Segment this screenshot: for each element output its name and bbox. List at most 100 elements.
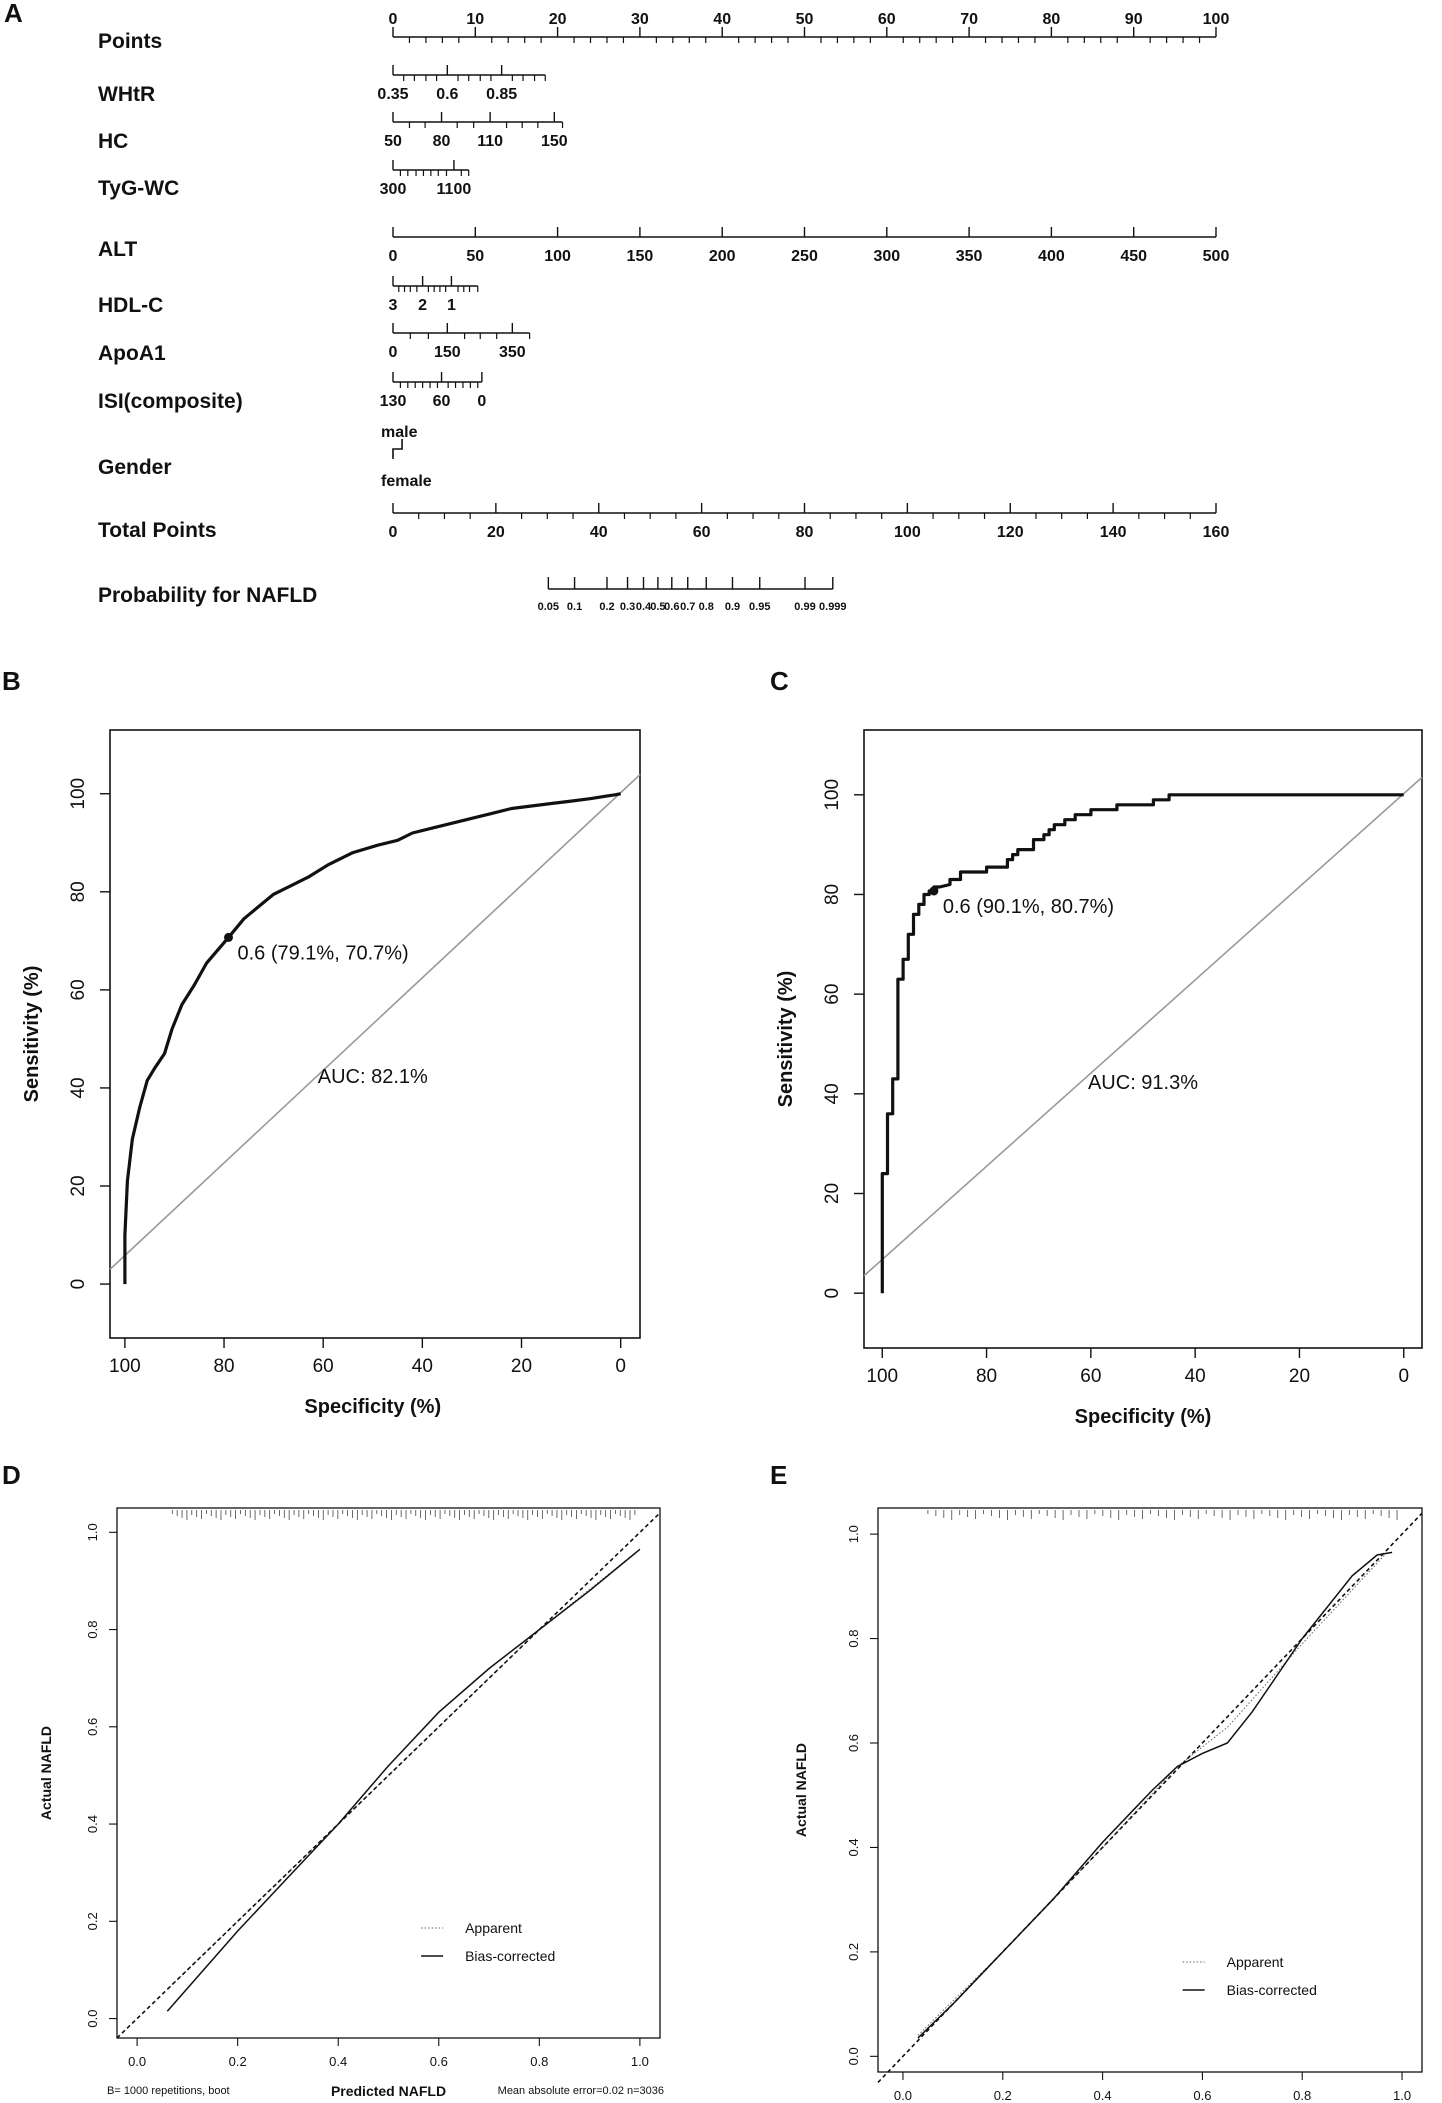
nomogram-tick-label-total: 40: [590, 524, 608, 541]
x-tick-label: 0.0: [128, 2054, 146, 2069]
y-tick-label: 80: [822, 884, 843, 905]
nomogram-tick-label-alt: 200: [709, 248, 736, 265]
nomogram-label-alt: ALT: [98, 238, 137, 261]
y-tick-label: 20: [822, 1183, 843, 1204]
nomogram-tick-label-alt: 0: [389, 248, 398, 265]
y-tick-label: 0.2: [846, 1943, 861, 1961]
y-axis-label: Sensitivity (%): [775, 971, 797, 1108]
panel-letter-e: E: [770, 1460, 787, 1490]
y-tick-label: 0.8: [85, 1621, 100, 1639]
nomogram-tick-label-total: 80: [796, 524, 814, 541]
nomogram-tick-label-alt: 500: [1203, 248, 1230, 265]
auc-label: AUC: 91.3%: [1088, 1072, 1198, 1094]
x-tick-label: 60: [1080, 1366, 1101, 1387]
x-tick-label: 0.6: [430, 2054, 448, 2069]
nomogram-tick-label-total: 0: [389, 524, 398, 541]
nomogram-tick-label-points: 0: [389, 11, 398, 28]
nomogram-label-prob: Probability for NAFLD: [98, 584, 317, 607]
nomogram-label-hc: HC: [98, 130, 128, 153]
x-tick-label: 20: [1289, 1366, 1310, 1387]
nomogram-label-gender: Gender: [98, 456, 172, 479]
nomogram-tick-label-gender: male: [381, 424, 418, 441]
x-tick-label: 0.0: [894, 2088, 912, 2103]
y-tick-label: 100: [822, 779, 843, 811]
nomogram-tick-label-prob: 0.2: [599, 601, 614, 613]
nomogram-label-hdlc: HDL-C: [98, 294, 163, 317]
nomogram-tick-label-prob: 0.3: [620, 601, 635, 613]
x-tick-label: 0.4: [1094, 2088, 1112, 2103]
series-apparent: [917, 1552, 1388, 2036]
x-tick-label: 0.4: [329, 2054, 347, 2069]
nomogram-tick-label-whtr: 0.35: [377, 86, 408, 103]
nomogram-tick-label-alt: 100: [544, 248, 571, 265]
y-axis-label: Sensitivity (%): [21, 966, 43, 1103]
y-tick-label: 0.2: [85, 1912, 100, 1930]
x-tick-label: 0.8: [530, 2054, 548, 2069]
nomogram-tick-label-alt: 150: [627, 248, 654, 265]
nomogram-tick-label-prob: 0.1: [567, 601, 582, 613]
x-tick-label: 0: [615, 1356, 626, 1377]
legend-label-apparent: Apparent: [465, 1920, 522, 1936]
y-axis-label: Actual NAFLD: [793, 1743, 809, 1837]
nomogram-tick-label-prob: 0.5: [650, 601, 665, 613]
y-tick-label: 0.0: [846, 2047, 861, 2065]
nomogram-tick-label-prob: 0.9: [725, 601, 740, 613]
nomogram-tick-label-apoa1: 0: [389, 344, 398, 361]
auc-label: AUC: 82.1%: [318, 1066, 428, 1088]
nomogram-tick-label-points: 100: [1203, 11, 1230, 28]
nomogram-tick-label-hc: 150: [541, 133, 568, 150]
nomogram-tick-label-points: 30: [631, 11, 649, 28]
x-tick-label: 0.2: [994, 2088, 1012, 2103]
x-tick-label: 40: [412, 1356, 433, 1377]
nomogram-tick-label-total: 60: [693, 524, 711, 541]
cutoff-point: [929, 886, 939, 896]
nomogram-label-total: Total Points: [98, 519, 217, 542]
panel-letter-d: D: [2, 1460, 21, 1490]
x-tick-label: 0.8: [1293, 2088, 1311, 2103]
y-tick-label: 20: [68, 1175, 89, 1196]
series-bias-corrected: [166, 1548, 641, 2012]
nomogram-tick-label-tygwc: 300: [380, 181, 407, 198]
x-tick-label: 80: [213, 1356, 234, 1377]
y-tick-label: 60: [822, 984, 843, 1005]
nomogram-tick-label-prob: 0.7: [680, 601, 695, 613]
x-tick-label: 60: [313, 1356, 334, 1377]
nomogram-tick-label-prob: 0.4: [636, 601, 652, 613]
nomogram-label-isi: ISI(composite): [98, 390, 243, 413]
reference-diagonal: [863, 776, 1423, 1277]
y-tick-label: 1.0: [846, 1525, 861, 1543]
nomogram-tick-label-gender: female: [381, 473, 432, 490]
nomogram-tick-label-alt: 300: [873, 248, 900, 265]
series-ideal: [116, 1512, 661, 2039]
nomogram-tick-label-alt: 450: [1120, 248, 1147, 265]
cutoff-point: [223, 932, 233, 942]
nomogram-tick-label-whtr: 0.6: [436, 86, 458, 103]
nomogram-tick-label-points: 20: [549, 11, 567, 28]
nomogram-tick-label-tygwc: 1100: [437, 181, 472, 198]
plot-frame: [863, 729, 1423, 1349]
y-tick-label: 1.0: [85, 1523, 100, 1541]
y-tick-label: 0.8: [846, 1630, 861, 1648]
nomogram-label-points: Points: [98, 30, 162, 53]
nomogram-tick-label-hc: 80: [433, 133, 451, 150]
nomogram-tick-label-total: 20: [487, 524, 505, 541]
y-tick-label: 60: [68, 979, 89, 1000]
cutoff-label: 0.6 (79.1%, 70.7%): [237, 942, 408, 964]
nomogram-line-gender: [392, 439, 403, 459]
nomogram-tick-label-points: 70: [960, 11, 978, 28]
nomogram-tick-label-total: 120: [997, 524, 1024, 541]
nomogram-tick-label-alt: 400: [1038, 248, 1065, 265]
nomogram-tick-label-hc: 110: [477, 133, 503, 150]
nomogram-tick-label-whtr: 0.85: [486, 86, 517, 103]
nomogram-tick-label-hdlc: 1: [447, 297, 456, 314]
plot-frame: [116, 1507, 661, 2039]
x-tick-label: 100: [866, 1366, 898, 1387]
nomogram-tick-label-prob: 0.95: [749, 601, 770, 613]
nomogram-label-apoa1: ApoA1: [98, 342, 166, 365]
nomogram-tick-label-prob: 0.6: [664, 601, 679, 613]
y-tick-label: 0: [822, 1288, 843, 1299]
series-apparent: [166, 1548, 641, 1990]
x-tick-label: 0: [1398, 1366, 1409, 1387]
